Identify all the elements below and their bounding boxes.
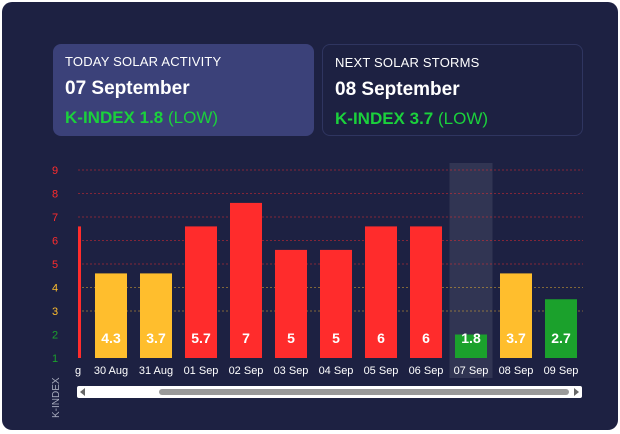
solar-activity-panel: TODAY SOLAR ACTIVITY 07 September K-INDE… bbox=[2, 2, 618, 430]
x-tick-label: 01 Sep bbox=[184, 365, 219, 377]
x-tick-label: 08 Sep bbox=[499, 365, 534, 377]
y-axis-label: K-INDEX bbox=[51, 377, 62, 418]
bar-value-label: 5.7 bbox=[191, 330, 211, 346]
bar-value-label: 1.8 bbox=[461, 330, 481, 346]
y-tick-label: 9 bbox=[52, 165, 58, 177]
left-arrow-icon[interactable] bbox=[80, 388, 85, 396]
bar-value-label: 3.7 bbox=[146, 330, 166, 346]
bar[interactable] bbox=[320, 249, 352, 358]
y-tick-label: 5 bbox=[52, 259, 58, 271]
bar[interactable] bbox=[185, 226, 217, 358]
bar-value-label: 6 bbox=[422, 330, 430, 346]
bar[interactable] bbox=[365, 226, 397, 358]
today-card-date: 07 September bbox=[65, 78, 190, 99]
next-card-date: 08 September bbox=[335, 79, 460, 100]
chart-scrollbar[interactable] bbox=[77, 386, 582, 398]
x-tick-label: 04 Sep bbox=[319, 365, 354, 377]
today-solar-activity-card[interactable]: TODAY SOLAR ACTIVITY 07 September K-INDE… bbox=[53, 44, 314, 136]
bar-value-label: 5 bbox=[332, 330, 340, 346]
bar-value-label: 5 bbox=[287, 330, 295, 346]
bar-partial bbox=[78, 226, 81, 358]
x-tick-label: 07 Sep bbox=[454, 365, 489, 377]
bar-value-label: 3.7 bbox=[506, 330, 526, 346]
bar-value-label: 4.3 bbox=[101, 330, 121, 346]
x-tick-label: 31 Aug bbox=[139, 365, 173, 377]
x-tick-label: 03 Sep bbox=[274, 365, 309, 377]
bar[interactable] bbox=[500, 273, 532, 358]
bar[interactable] bbox=[230, 202, 262, 358]
next-card-title: NEXT SOLAR STORMS bbox=[335, 55, 480, 70]
next-k-index-value: K-INDEX 3.7 bbox=[335, 109, 434, 128]
bar[interactable] bbox=[545, 299, 577, 358]
y-tick-label: 2 bbox=[52, 330, 58, 342]
y-tick-label: 6 bbox=[52, 236, 58, 248]
next-k-index-level: (LOW) bbox=[437, 109, 489, 128]
bar[interactable] bbox=[95, 273, 127, 358]
x-tick-label: 30 Aug bbox=[94, 365, 128, 377]
right-arrow-icon[interactable] bbox=[574, 388, 579, 396]
today-k-index-level: (LOW) bbox=[167, 108, 219, 127]
x-tick-label: 09 Sep bbox=[544, 365, 579, 377]
today-card-title: TODAY SOLAR ACTIVITY bbox=[65, 54, 222, 69]
bar-value-label: 6 bbox=[377, 330, 385, 346]
x-tick-label: 02 Sep bbox=[229, 365, 264, 377]
today-k-index-value: K-INDEX 1.8 bbox=[65, 108, 164, 127]
x-tick-label: 05 Sep bbox=[364, 365, 399, 377]
y-tick-label: 4 bbox=[52, 283, 58, 295]
bar[interactable] bbox=[455, 334, 487, 359]
bar-value-label: 7 bbox=[242, 330, 250, 346]
x-tick-label: 06 Sep bbox=[409, 365, 444, 377]
y-tick-label: 1 bbox=[52, 353, 58, 365]
next-solar-storms-card[interactable]: NEXT SOLAR STORMS 08 September K-INDEX 3… bbox=[322, 44, 583, 136]
y-tick-label: 8 bbox=[52, 189, 58, 201]
today-card-k-index: K-INDEX 1.8 (LOW) bbox=[65, 108, 302, 128]
bar[interactable] bbox=[275, 249, 307, 358]
y-tick-label: 7 bbox=[52, 212, 58, 224]
y-tick-label: 3 bbox=[52, 306, 58, 318]
bar-value-label: 2.7 bbox=[551, 330, 571, 346]
x-tick-label-partial: g bbox=[75, 365, 81, 377]
bar[interactable] bbox=[410, 226, 442, 358]
scrollbar-thumb[interactable] bbox=[159, 389, 569, 395]
next-card-k-index: K-INDEX 3.7 (LOW) bbox=[335, 109, 570, 129]
bar[interactable] bbox=[140, 273, 172, 358]
